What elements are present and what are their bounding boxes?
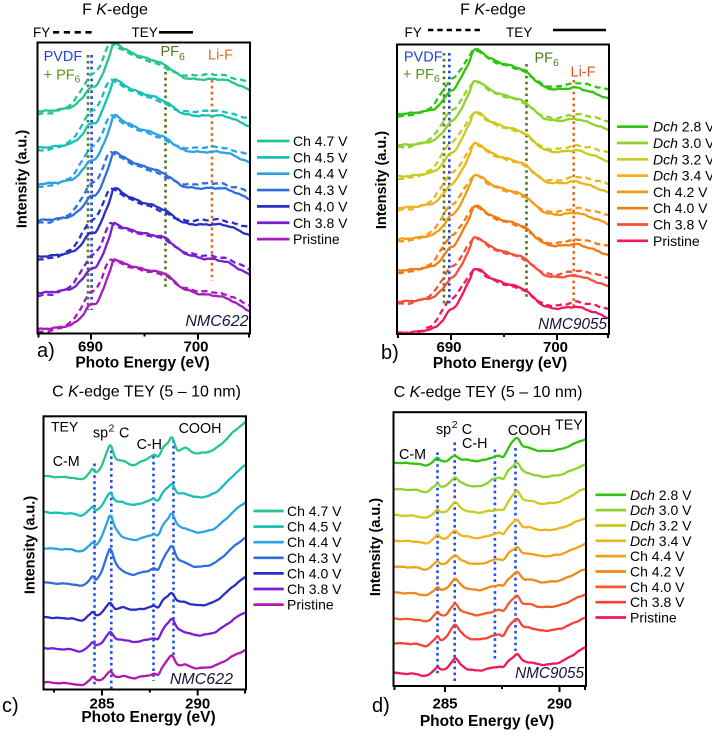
svg-text:TEY: TEY [132,25,158,40]
svg-text:NMC9055: NMC9055 [515,665,584,682]
svg-text:Dch 3.0 V: Dch 3.0 V [653,135,712,151]
svg-text:NMC9055: NMC9055 [538,316,607,333]
svg-text:PF: PF [535,51,554,67]
svg-text:Ch 4.3 V: Ch 4.3 V [293,182,348,198]
svg-text:Ch 3.8 V: Ch 3.8 V [653,217,708,233]
svg-text:C-M: C-M [53,454,80,470]
svg-text:Ch 4.0 V: Ch 4.0 V [293,198,348,214]
svg-text:F K-edge: F K-edge [82,2,148,19]
svg-text:C-H: C-H [137,437,162,453]
svg-text:2: 2 [452,419,458,431]
svg-text:Dch 2.8 V: Dch 2.8 V [653,119,712,135]
svg-text:6: 6 [434,73,440,85]
svg-text:Ch 4.2 V: Ch 4.2 V [630,564,685,580]
svg-text:Photo Energy (eV): Photo Energy (eV) [81,709,215,726]
svg-text:Ch 3.8 V: Ch 3.8 V [287,581,342,597]
svg-text:PF: PF [161,44,180,60]
svg-text:b): b) [381,342,399,364]
svg-text:6: 6 [553,57,559,69]
svg-text:Intensity (a.u.): Intensity (a.u.) [374,131,390,229]
svg-text:COOH: COOH [179,421,222,437]
svg-text:Dch 3.0 V: Dch 3.0 V [630,502,692,518]
svg-text:PVDF: PVDF [404,49,443,65]
svg-text:C: C [462,422,472,438]
svg-text:Pristine: Pristine [293,231,340,247]
svg-text:C K-edge TEY (5 – 10 nm): C K-edge TEY (5 – 10 nm) [52,384,241,401]
svg-text:Ch 4.7 V: Ch 4.7 V [293,133,348,149]
svg-text:d): d) [372,695,390,717]
svg-text:Dch 3.2 V: Dch 3.2 V [653,151,712,167]
svg-text:6: 6 [179,51,185,63]
svg-text:C-H: C-H [462,436,487,452]
svg-text:690: 690 [78,339,103,356]
svg-text:2: 2 [109,423,115,435]
svg-text:Pristine: Pristine [630,610,677,626]
svg-text:Dch 3.2 V: Dch 3.2 V [630,517,692,533]
svg-text:Ch 4.3 V: Ch 4.3 V [287,550,342,566]
svg-text:Intensity (a.u.): Intensity (a.u.) [368,498,384,596]
svg-text:Intensity (a.u.): Intensity (a.u.) [14,130,30,228]
svg-text:Dch 3.4 V: Dch 3.4 V [630,533,692,549]
svg-text:NMC622: NMC622 [185,313,248,330]
svg-text:700: 700 [183,339,208,356]
svg-text:TEY: TEY [555,418,583,434]
svg-text:Ch 4.4 V: Ch 4.4 V [287,534,342,550]
svg-text:sp: sp [93,426,108,442]
svg-text:285: 285 [89,696,114,713]
svg-text:NMC622: NMC622 [170,671,233,688]
svg-text:290: 290 [185,696,210,713]
svg-text:C-M: C-M [399,447,426,463]
svg-text:c): c) [2,695,19,717]
svg-text:Li-F: Li-F [571,65,596,81]
svg-text:Pristine: Pristine [287,597,334,613]
svg-text:Ch 4.4 V: Ch 4.4 V [293,166,348,182]
svg-text:Ch 3.8 V: Ch 3.8 V [293,215,348,231]
svg-text:Photo Energy (eV): Photo Energy (eV) [75,355,209,372]
svg-text:Li-F: Li-F [208,48,233,64]
svg-text:PVDF: PVDF [44,49,83,65]
svg-text:Intensity (a.u.): Intensity (a.u.) [23,496,39,594]
svg-text:F K-edge: F K-edge [460,2,526,19]
svg-text:Photo Energy (eV): Photo Energy (eV) [433,355,567,372]
svg-text:+ PF: + PF [44,68,75,84]
svg-text:FY: FY [405,25,422,40]
svg-text:290: 290 [547,696,572,713]
svg-text:Ch 4.0 V: Ch 4.0 V [287,565,342,581]
svg-text:Pristine: Pristine [653,233,700,249]
svg-text:Ch 4.0 V: Ch 4.0 V [630,579,685,595]
svg-text:Ch 4.5 V: Ch 4.5 V [293,149,348,165]
svg-text:Ch 4.0 V: Ch 4.0 V [653,200,708,216]
svg-text:Ch 4.2 V: Ch 4.2 V [653,184,708,200]
svg-text:TEY: TEY [506,25,532,40]
svg-text:Dch 3.4 V: Dch 3.4 V [653,168,712,184]
svg-text:+ PF: + PF [403,67,434,83]
svg-text:285: 285 [432,696,457,713]
svg-text:sp: sp [436,422,451,438]
svg-text:Dch 2.8 V: Dch 2.8 V [630,487,692,503]
svg-text:C K-edge TEY (5 – 10 nm): C K-edge TEY (5 – 10 nm) [394,384,583,401]
svg-text:Ch 4.7 V: Ch 4.7 V [287,503,342,519]
svg-text:Ch 4.5 V: Ch 4.5 V [287,519,342,535]
svg-text:a): a) [37,340,55,362]
svg-text:TEY: TEY [51,419,79,435]
svg-text:700: 700 [543,339,568,356]
svg-text:690: 690 [436,339,461,356]
svg-text:COOH: COOH [508,423,551,439]
svg-text:Photo Energy (eV): Photo Energy (eV) [420,713,554,730]
svg-text:6: 6 [75,74,81,86]
svg-text:Ch 3.8 V: Ch 3.8 V [630,594,685,610]
svg-text:FY: FY [33,25,50,40]
svg-text:C: C [119,426,129,442]
svg-text:Ch 4.4 V: Ch 4.4 V [630,548,685,564]
